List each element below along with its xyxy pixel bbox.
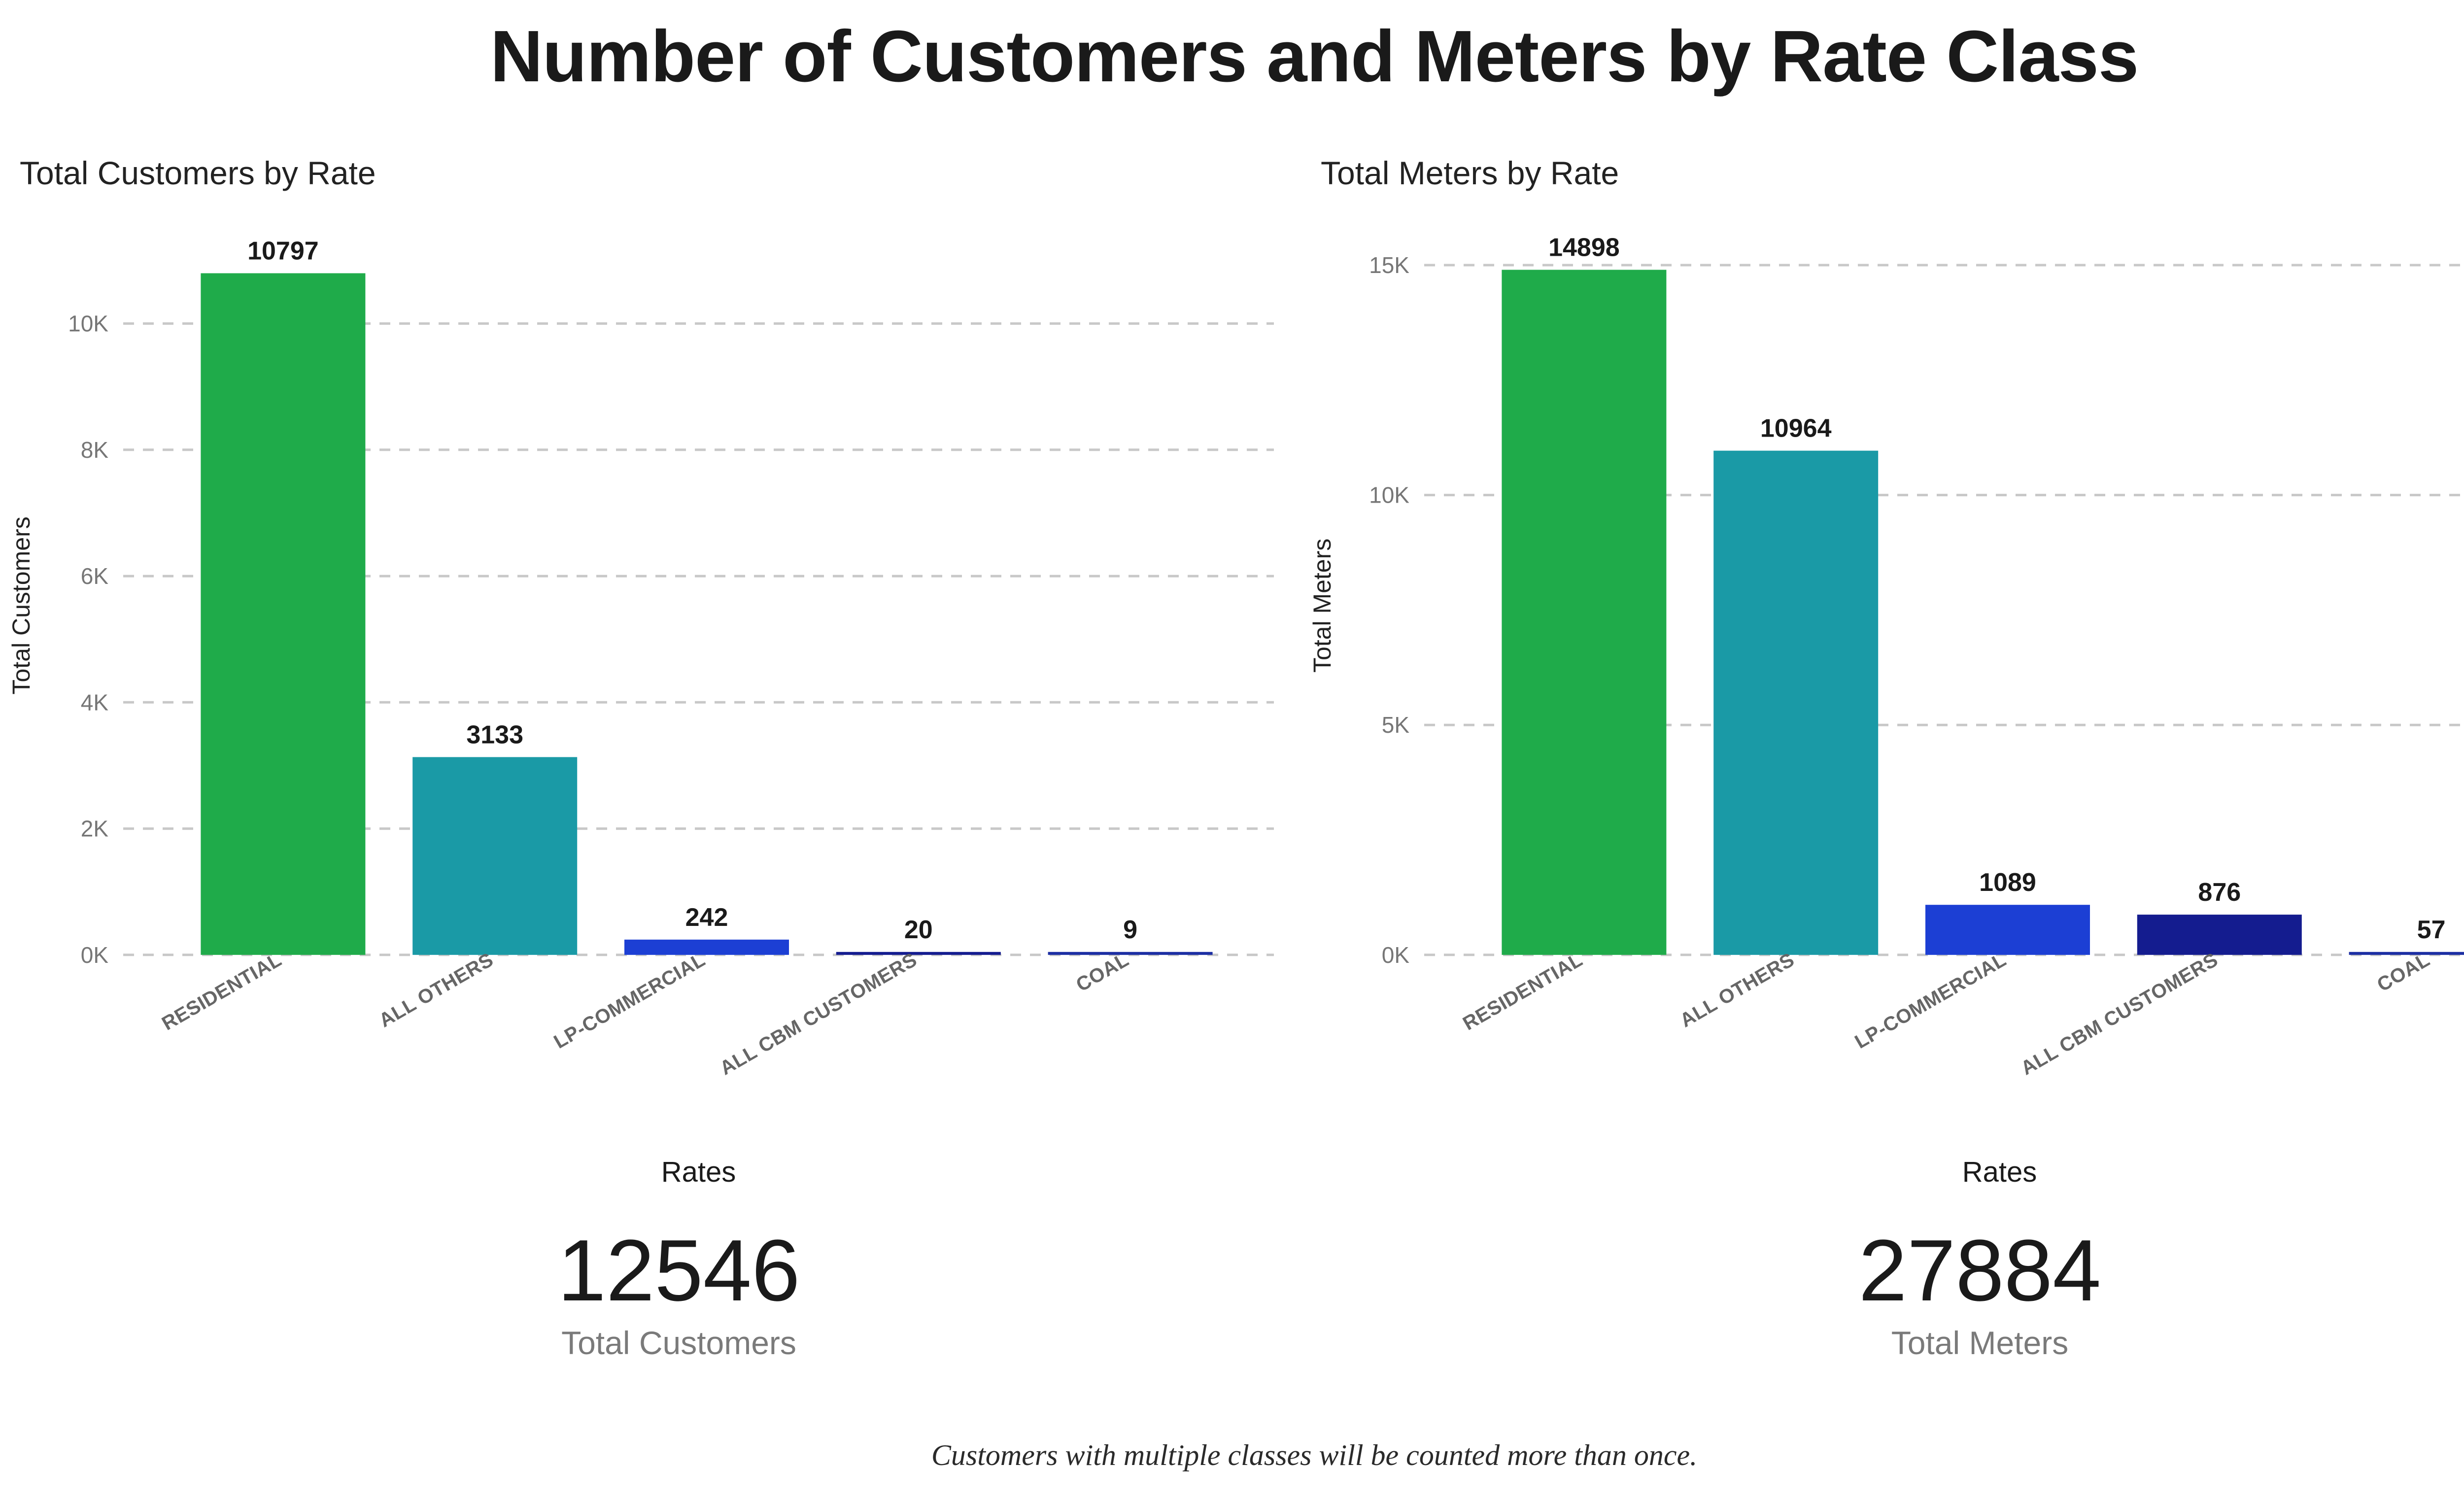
svg-text:876: 876 [2198,878,2241,907]
svg-text:ALL CBM CUSTOMERS: ALL CBM CUSTOMERS [2017,949,2222,1079]
svg-text:57: 57 [2417,916,2446,944]
svg-text:4K: 4K [81,689,109,715]
svg-text:8K: 8K [81,437,109,463]
svg-text:5K: 5K [1382,712,1410,738]
svg-text:6K: 6K [81,563,109,589]
svg-text:10K: 10K [1369,482,1409,508]
svg-text:3133: 3133 [466,720,523,749]
svg-text:9: 9 [1123,916,1137,944]
svg-text:10964: 10964 [1760,414,1832,443]
svg-text:LP-COMMERCIAL: LP-COMMERCIAL [1851,949,2010,1053]
svg-text:0K: 0K [81,942,109,968]
svg-text:14898: 14898 [1548,234,1620,262]
svg-text:20: 20 [904,916,933,944]
svg-text:10K: 10K [68,311,108,337]
svg-text:ALL OTHERS: ALL OTHERS [376,949,497,1031]
svg-text:RESIDENTIAL: RESIDENTIAL [158,949,285,1034]
svg-text:15K: 15K [1369,252,1409,278]
svg-text:LP-COMMERCIAL: LP-COMMERCIAL [550,949,709,1053]
svg-text:ALL CBM CUSTOMERS: ALL CBM CUSTOMERS [716,949,921,1079]
svg-text:10797: 10797 [247,237,319,266]
svg-text:1089: 1089 [1979,868,2036,897]
svg-text:0K: 0K [1382,942,1410,968]
svg-text:242: 242 [685,903,728,932]
svg-text:Total Customers: Total Customers [7,516,35,694]
svg-text:RESIDENTIAL: RESIDENTIAL [1459,949,1586,1034]
svg-text:ALL OTHERS: ALL OTHERS [1677,949,1798,1031]
svg-text:COAL: COAL [1072,949,1132,996]
svg-text:2K: 2K [81,816,109,842]
svg-text:Total Meters: Total Meters [1308,539,1336,673]
svg-text:COAL: COAL [2373,949,2433,996]
